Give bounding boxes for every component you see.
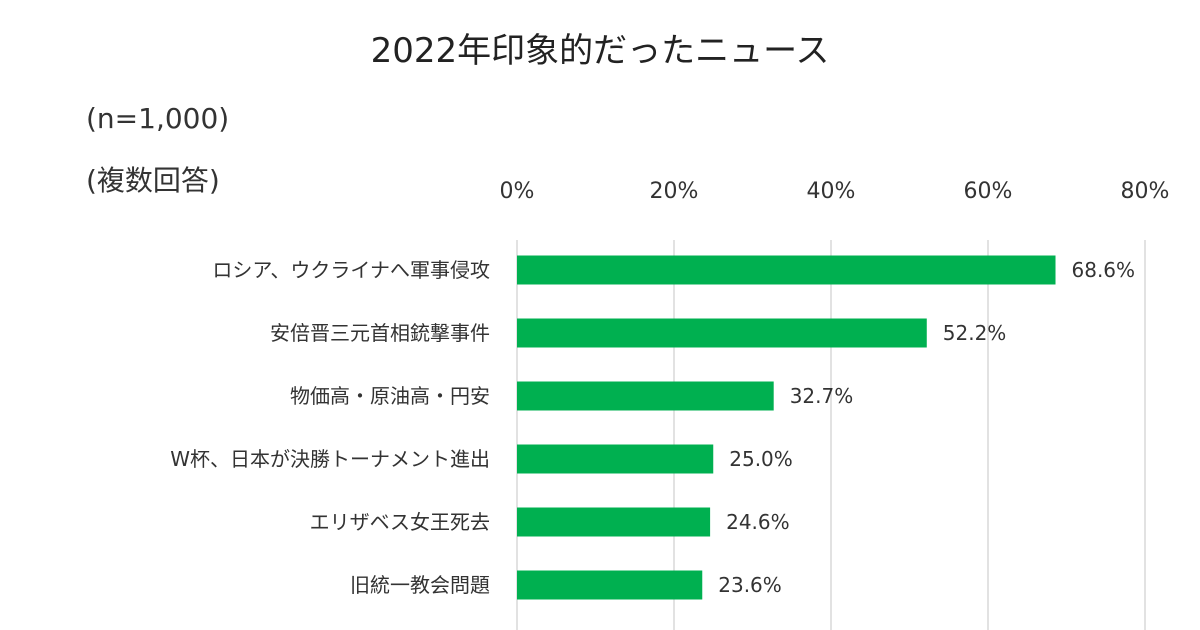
- x-tick-label: 60%: [964, 179, 1013, 204]
- bar: [517, 444, 714, 474]
- data-label: 52.2%: [943, 321, 1007, 345]
- x-tick-label: 20%: [650, 179, 699, 204]
- category-label: W杯、日本が決勝トーナメント進出: [170, 447, 490, 471]
- bar: [517, 507, 711, 537]
- gridlines: [516, 240, 1146, 630]
- x-axis-ticks: 0% 20% 40% 60% 80%: [500, 179, 1170, 204]
- data-label: 24.6%: [726, 510, 790, 534]
- sample-size-note: (n=1,000): [86, 102, 229, 135]
- category-label: 物価高・原油高・円安: [290, 384, 490, 408]
- category-label: エリザベス女王死去: [310, 510, 490, 534]
- bars: [517, 255, 1056, 600]
- category-label: ロシア、ウクライナへ軍事侵攻: [212, 258, 490, 282]
- x-tick-label: 40%: [807, 179, 856, 204]
- data-label: 25.0%: [729, 447, 793, 471]
- category-label: 旧統一教会問題: [350, 573, 490, 597]
- bar: [517, 255, 1056, 285]
- bar: [517, 570, 703, 600]
- data-label: 23.6%: [718, 573, 782, 597]
- data-label: 68.6%: [1072, 258, 1136, 282]
- chart-title: 2022年印象的だったニュース: [371, 31, 830, 71]
- bar: [517, 318, 927, 348]
- bar: [517, 381, 774, 411]
- multiple-answer-note: (複数回答): [86, 164, 220, 197]
- data-labels: 68.6% 52.2% 32.7% 25.0% 24.6% 23.6%: [718, 258, 1135, 597]
- x-tick-label: 80%: [1121, 179, 1170, 204]
- category-label: 安倍晋三元首相銃撃事件: [270, 321, 490, 345]
- x-tick-label: 0%: [500, 179, 535, 204]
- data-label: 32.7%: [790, 384, 854, 408]
